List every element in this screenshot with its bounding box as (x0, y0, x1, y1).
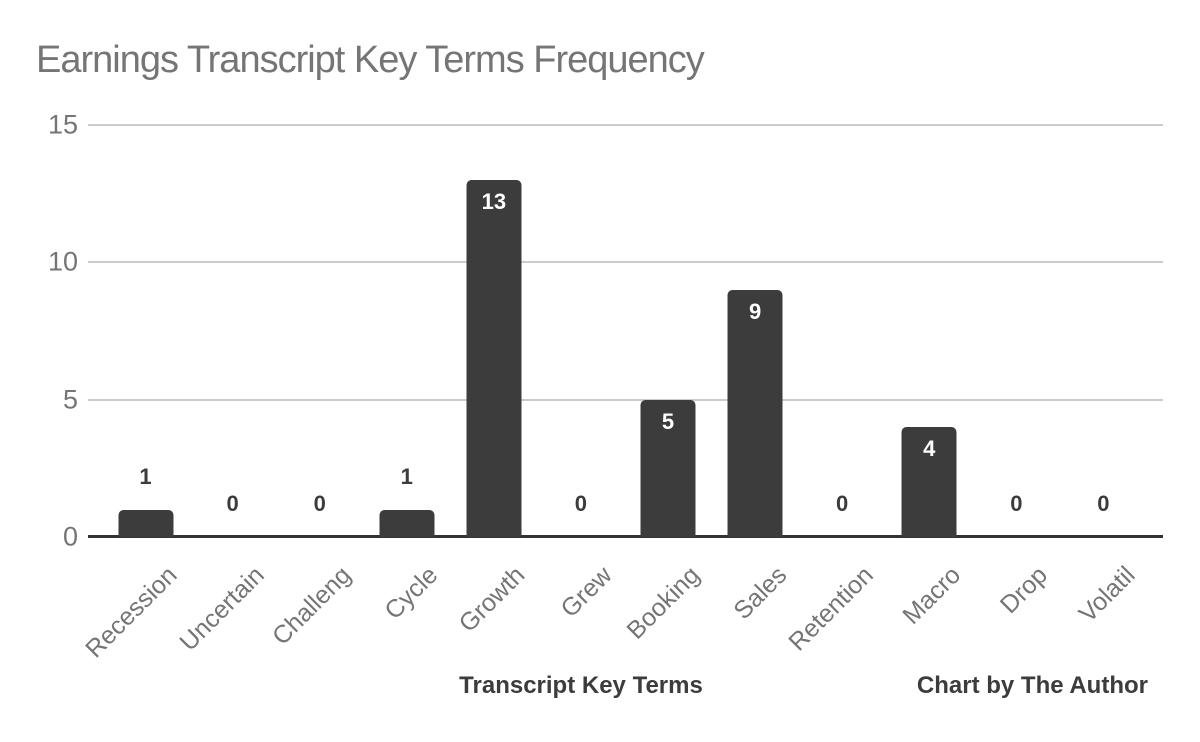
chart-title: Earnings Transcript Key Terms Frequency (36, 39, 705, 81)
y-tick-label: 10 (47, 246, 78, 277)
bar-value-label: 0 (1010, 491, 1023, 516)
x-tick-label: Growth (453, 561, 531, 638)
y-tick-label: 0 (62, 521, 78, 552)
bar-value-label: 1 (139, 464, 152, 489)
bar (640, 400, 696, 537)
y-tick-label: 15 (47, 109, 78, 140)
bar-value-label: 9 (748, 299, 762, 324)
gridline (88, 124, 1163, 126)
gridline (88, 398, 1163, 401)
bar-column: 13 Growth (450, 125, 537, 638)
bar-value-label: 5 (661, 409, 675, 434)
bar-column: 0 Uncertain (174, 125, 276, 656)
bar-column: 0 Drop (973, 125, 1060, 619)
bar-column: 0 Challeng (267, 125, 363, 651)
bar (466, 180, 522, 537)
x-tick-label: Drop (995, 561, 1054, 620)
bar (118, 510, 174, 537)
attribution-label: Chart by The Author (916, 672, 1148, 699)
x-tick-label: Recession (80, 561, 183, 664)
x-tick-label: Uncertain (173, 561, 270, 657)
x-tick-label: Volatil (1073, 561, 1141, 628)
bar-column: 0 Volatil (1060, 125, 1147, 628)
bar-column: 1 Recession (80, 125, 189, 663)
bar-value-label: 0 (313, 491, 326, 516)
bar-column: 0 Retention (783, 125, 886, 656)
bar (379, 510, 435, 537)
bar-value-label: 1 (400, 464, 413, 489)
gridline (88, 261, 1163, 264)
x-tick-label: Challeng (266, 561, 357, 651)
bar-column: 1 Cycle (363, 125, 450, 625)
bar-column: 0 Grew (537, 125, 624, 623)
x-tick-label: Booking (621, 561, 705, 645)
bars-row: 1 Recession 0 Uncertain 0 Challeng 1 Cycle 13 Gro… (80, 125, 1147, 663)
x-tick-label: Macro (897, 561, 967, 630)
bar-value-label: 0 (574, 491, 588, 516)
bar-value-label: 4 (923, 436, 936, 461)
plot-area: 0 5 10 15 1 Recession 0 Uncertain 0 Challeng 1 Cyc… (48, 110, 1163, 663)
y-tick-label: 5 (62, 384, 78, 415)
bar-value-label: 0 (226, 491, 239, 516)
x-tick-label: Cycle (379, 561, 444, 626)
bar-value-label: 0 (836, 491, 849, 516)
bar-column: 9 Sales (712, 125, 799, 625)
bar (727, 290, 783, 537)
x-axis-title: Transcript Key Terms (459, 672, 703, 699)
bar-value-label: 0 (1097, 491, 1110, 516)
bar (901, 427, 957, 537)
x-tick-label: Sales (727, 561, 792, 626)
x-tick-label: Retention (783, 561, 879, 657)
bar-value-label: 13 (481, 189, 507, 214)
x-axis-line (88, 535, 1163, 538)
bar-column: 5 Booking (621, 125, 711, 645)
x-tick-label: Grew (555, 561, 618, 624)
bar-column: 4 Macro (886, 125, 973, 630)
